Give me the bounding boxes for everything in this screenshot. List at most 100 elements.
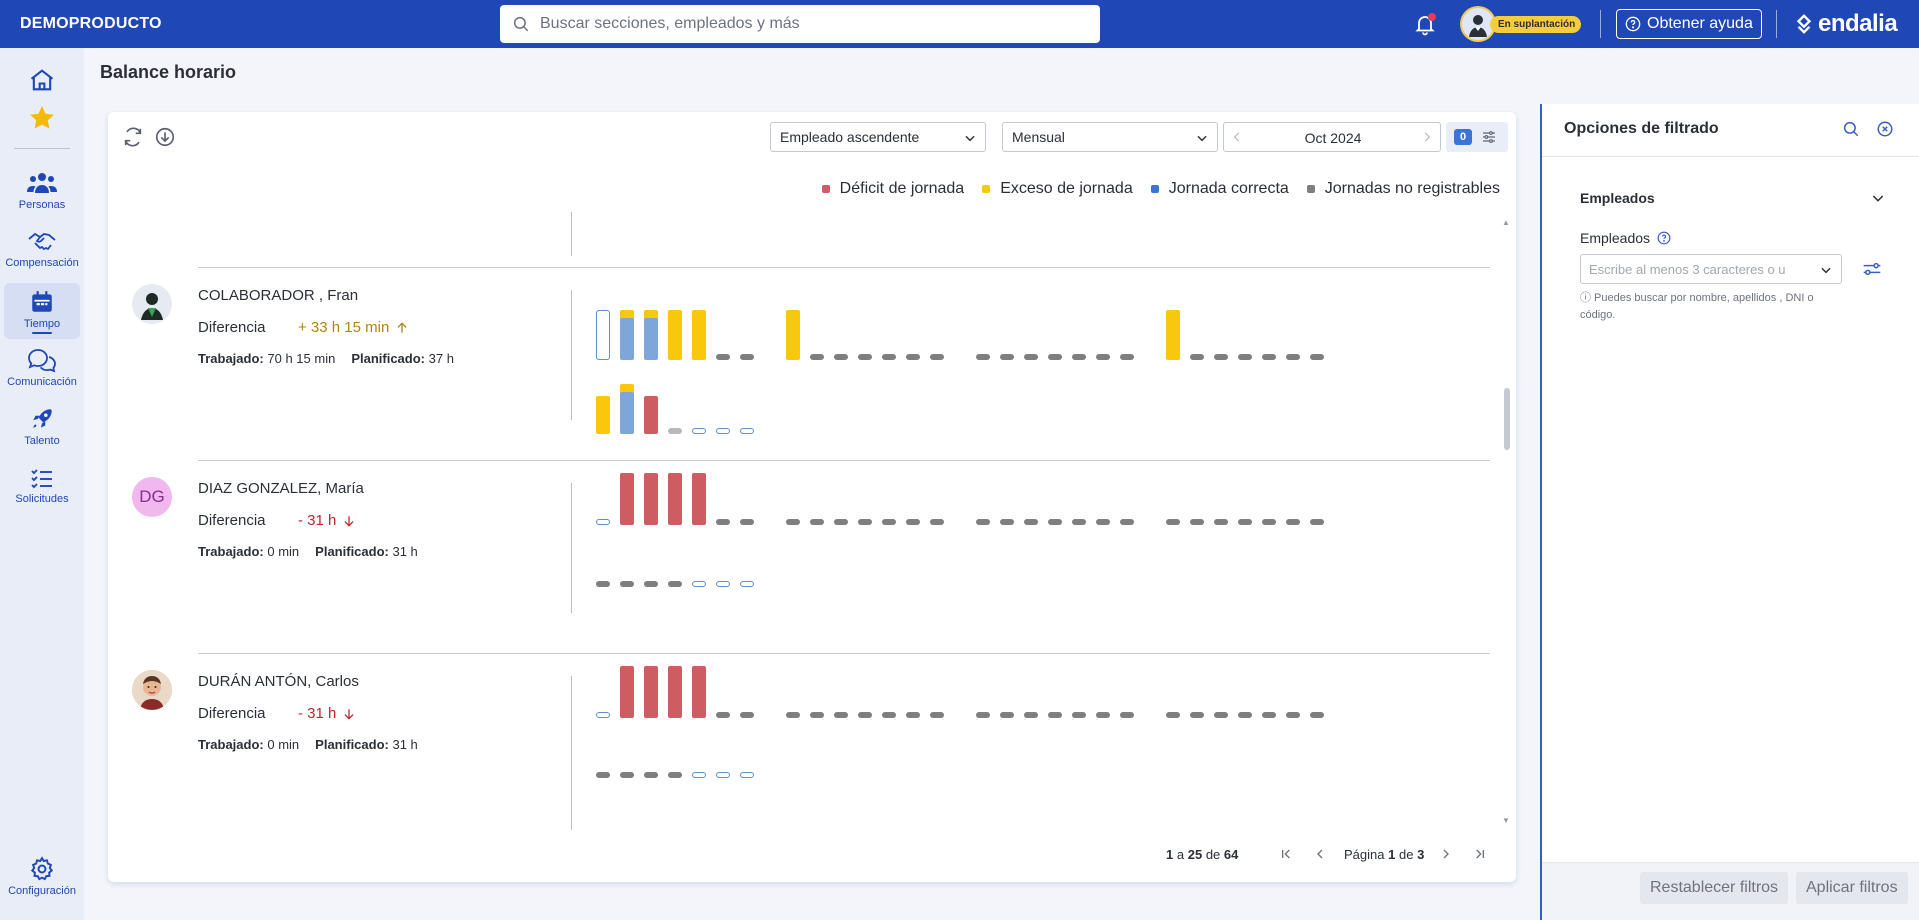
day-mark-non-registrable (1048, 519, 1062, 525)
day-mark-non-registrable (930, 712, 944, 718)
download-icon[interactable] (154, 126, 176, 148)
arrow-down-icon (344, 515, 354, 527)
sort-select-value: Empleado ascendente (780, 129, 920, 145)
employee-name[interactable]: DURÁN ANTÓN, Carlos (198, 673, 359, 690)
sidebar-item-tiempo[interactable]: Tiempo (4, 283, 80, 339)
page-title: Balance horario (100, 62, 237, 82)
employee-name[interactable]: COLABORADOR , Fran (198, 287, 359, 304)
sidebar-item-home[interactable] (4, 52, 80, 108)
employees-search-input[interactable] (1581, 255, 1811, 283)
reset-filters-button[interactable]: Restablecer filtros (1640, 872, 1789, 904)
chevron-down-icon[interactable] (1870, 190, 1886, 206)
day-bar-excess (786, 310, 800, 360)
sidebar: Personas Compensación Tiempo Comunicació… (0, 48, 84, 920)
day-mark-non-registrable (1024, 712, 1038, 718)
sidebar-item-favorites[interactable] (4, 90, 80, 146)
sidebar-item-solicitudes[interactable]: Solicitudes (4, 457, 80, 513)
pagination-page: Página 1 de 3 (1344, 847, 1424, 862)
user-silhouette-icon (1469, 15, 1487, 37)
search-icon[interactable] (1842, 120, 1860, 138)
employees-select[interactable] (1580, 254, 1842, 284)
first-page-icon[interactable] (1278, 846, 1294, 862)
arrow-up-icon (397, 321, 407, 333)
close-circle-icon[interactable] (1876, 120, 1894, 138)
legend-label: Jornada correcta (1168, 180, 1289, 197)
day-mark-non-registrable (1072, 354, 1086, 360)
gear-icon (30, 855, 54, 880)
chevron-down-icon (1197, 135, 1207, 142)
question-circle-icon[interactable] (1657, 231, 1671, 245)
day-mark-non-registrable (1310, 712, 1324, 718)
sliders-icon (1483, 131, 1495, 143)
period-select[interactable]: Mensual (1002, 122, 1218, 152)
day-mark-non-registrable (1190, 354, 1204, 360)
employee-avatar[interactable] (132, 284, 172, 324)
day-mark-non-registrable (810, 519, 824, 525)
legend-swatch (982, 185, 991, 193)
impersonation-indicator[interactable]: En suplantación (1460, 6, 1582, 42)
search-input[interactable] (540, 15, 1080, 33)
employee-avatar[interactable] (132, 670, 172, 710)
day-mark-non-registrable (1238, 712, 1252, 718)
sidebar-item-configuracion[interactable]: Configuración (4, 848, 80, 904)
sidebar-item-label: Configuración (8, 884, 76, 897)
day-bar-deficit (692, 666, 706, 718)
scroll-down-arrow[interactable]: ▼ (1502, 816, 1510, 825)
logo-text: endalia (1818, 10, 1898, 37)
day-mark-future (596, 519, 610, 525)
legend-item-excess: Exceso de jornada (982, 180, 1133, 198)
day-bar-deficit (668, 473, 682, 525)
sidebar-item-comunicacion[interactable]: Comunicación (4, 339, 80, 395)
day-mark-non-registrable (1166, 519, 1180, 525)
apply-filters-button[interactable]: Aplicar filtros (1796, 872, 1908, 904)
legend-swatch (1306, 185, 1315, 193)
star-icon (30, 106, 54, 129)
next-page-icon[interactable] (1438, 846, 1454, 862)
sidebar-item-compensacion[interactable]: Compensación (4, 221, 80, 277)
scrollbar-thumb[interactable] (1504, 388, 1510, 450)
employee-list[interactable]: COLABORADOR , Fran Diferencia + 33 h 15 … (108, 212, 1508, 830)
day-mark-non-registrable (740, 354, 754, 360)
sort-select[interactable]: Empleado ascendente (770, 122, 986, 152)
employee-name[interactable]: DIAZ GONZALEZ, María (198, 480, 364, 497)
day-bar-excess (692, 310, 706, 360)
refresh-icon[interactable] (122, 126, 144, 148)
sidebar-item-personas[interactable]: Personas (4, 162, 80, 218)
day-axis (571, 212, 572, 256)
silhouette-avatar-icon (132, 284, 172, 324)
day-mark-future (692, 428, 706, 434)
day-mark-non-registrable (1262, 519, 1276, 525)
sidebar-item-label: Tiempo (23, 317, 61, 330)
filter-toggle-button[interactable]: 0 (1446, 122, 1508, 152)
global-search[interactable] (500, 5, 1100, 43)
prev-page-icon[interactable] (1312, 846, 1328, 862)
employee-avatar-initials[interactable]: DG (132, 477, 172, 517)
company-name[interactable]: DEMOPRODUCTO (20, 15, 162, 32)
month-value[interactable]: Oct 2024 (1304, 130, 1362, 146)
section-title-empleados[interactable]: Empleados (1580, 190, 1655, 206)
chevron-right-icon[interactable] (1420, 130, 1434, 144)
help-button[interactable]: Obtener ayuda (1616, 9, 1762, 39)
worked-value: 0 min (267, 544, 300, 559)
last-page-icon[interactable] (1472, 846, 1488, 862)
day-mark-non-registrable (620, 581, 634, 587)
day-bar-excess (620, 384, 634, 394)
endalia-logo[interactable]: endalia (1793, 10, 1898, 38)
day-mark-future (596, 712, 610, 718)
calendar-icon (32, 290, 52, 312)
sidebar-item-talento[interactable]: Talento (4, 398, 80, 454)
day-mark-future (740, 772, 754, 778)
header-divider-2 (1776, 10, 1777, 38)
day-bar-correct (620, 392, 634, 434)
chevron-down-icon[interactable] (1819, 263, 1833, 277)
day-mark-non-registrable (1096, 354, 1110, 360)
filter-panel-title: Opciones de filtrado (1564, 120, 1719, 137)
question-circle-icon (1625, 16, 1641, 32)
day-mark-non-registrable (668, 581, 682, 587)
advanced-filter-icon[interactable] (1862, 260, 1882, 278)
worked-planned-summary: Trabajado: 70 h 15 min Planificado: 37 h (198, 351, 454, 366)
chevron-left-icon[interactable] (1230, 130, 1244, 144)
scroll-up-arrow[interactable]: ▲ (1502, 218, 1510, 227)
bell-icon[interactable] (1413, 12, 1437, 36)
day-mark-non-registrable (1190, 519, 1204, 525)
